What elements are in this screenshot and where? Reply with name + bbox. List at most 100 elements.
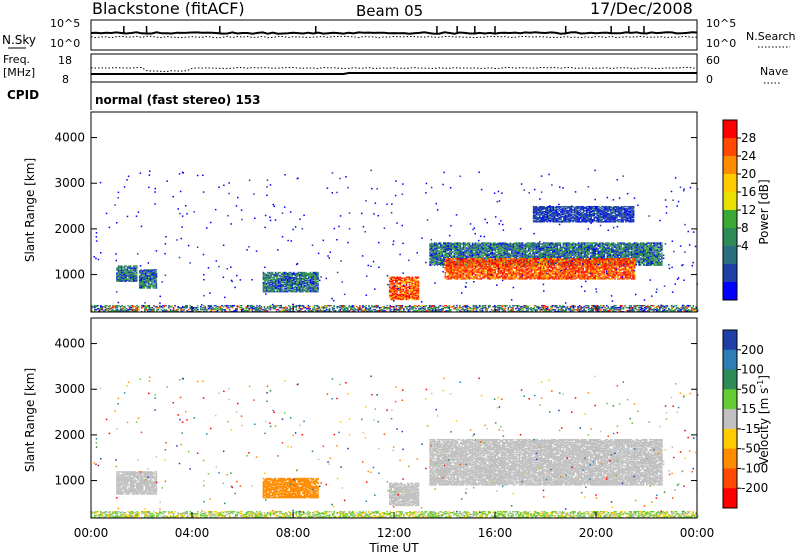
power-cell bbox=[568, 254, 571, 256]
power-cell bbox=[639, 251, 642, 253]
power-cell bbox=[502, 268, 504, 270]
power-cell bbox=[618, 243, 621, 245]
power-cell bbox=[512, 247, 515, 249]
power-cell bbox=[146, 278, 149, 280]
power-cell bbox=[288, 280, 290, 283]
power-cell bbox=[505, 250, 507, 252]
power-cell bbox=[591, 243, 593, 245]
power-cell bbox=[559, 254, 562, 256]
power-cell bbox=[539, 256, 542, 258]
power-cell bbox=[467, 251, 469, 253]
power-cell bbox=[417, 291, 420, 294]
power-cell bbox=[401, 279, 403, 282]
power-cell bbox=[523, 244, 525, 246]
power-cell bbox=[483, 259, 486, 261]
power-cell bbox=[438, 246, 440, 248]
power-cell bbox=[508, 248, 510, 250]
power-cell bbox=[302, 281, 304, 284]
power-cell bbox=[621, 253, 624, 255]
power-cell bbox=[641, 258, 643, 260]
power-cell bbox=[550, 256, 553, 258]
power-cell bbox=[573, 242, 575, 244]
power-cell bbox=[309, 290, 312, 293]
power-cell bbox=[152, 269, 155, 271]
power-cell bbox=[311, 280, 313, 283]
power-cell bbox=[262, 289, 265, 292]
power-cell bbox=[496, 266, 498, 268]
power-cell bbox=[294, 290, 297, 293]
power-cell bbox=[502, 266, 504, 268]
power-cell bbox=[502, 262, 504, 264]
power-cell bbox=[579, 245, 581, 247]
power-cell bbox=[134, 274, 136, 276]
power-cell bbox=[436, 262, 439, 264]
power-cell bbox=[464, 243, 466, 245]
power-cell bbox=[271, 280, 274, 283]
power-cell bbox=[456, 251, 459, 253]
power-cell bbox=[555, 243, 557, 245]
power-cell bbox=[138, 279, 141, 281]
power-cell bbox=[146, 281, 149, 283]
power-cell bbox=[126, 266, 129, 268]
power-cell bbox=[302, 283, 304, 286]
power-cell bbox=[314, 284, 316, 287]
power-cell bbox=[474, 276, 477, 278]
power-cell bbox=[479, 268, 481, 270]
power-cell bbox=[458, 255, 460, 257]
power-cell bbox=[633, 247, 636, 249]
power-cell bbox=[435, 251, 437, 253]
power-cell bbox=[464, 245, 466, 247]
power-cell bbox=[134, 280, 136, 282]
power-cell bbox=[483, 267, 486, 269]
power-cell bbox=[436, 253, 439, 255]
power-cell bbox=[473, 270, 475, 272]
power-cell bbox=[452, 271, 454, 273]
power-cell bbox=[661, 244, 663, 246]
power-cell bbox=[271, 285, 274, 288]
power-cell bbox=[474, 261, 477, 263]
power-cell bbox=[402, 277, 405, 280]
power-cell bbox=[471, 248, 474, 250]
power-cell bbox=[614, 256, 616, 258]
power-cell bbox=[494, 250, 497, 252]
power-cell bbox=[571, 248, 574, 250]
power-cell bbox=[274, 283, 277, 286]
power-cell bbox=[149, 287, 152, 289]
power-cell bbox=[289, 283, 292, 286]
power-cell bbox=[462, 243, 465, 245]
power-cell bbox=[627, 250, 630, 252]
power-cell bbox=[649, 251, 651, 253]
power-cell bbox=[442, 243, 445, 245]
power-cell bbox=[140, 274, 143, 276]
power-cell bbox=[131, 278, 133, 280]
power-cell bbox=[435, 263, 437, 265]
power-cell bbox=[401, 277, 403, 280]
power-cell bbox=[577, 250, 580, 252]
freq-panel: Freq. [MHz] 18 8 60 0 Nave bbox=[3, 53, 788, 86]
power-cell bbox=[617, 251, 619, 253]
power-cell bbox=[268, 289, 271, 292]
power-cell bbox=[311, 275, 313, 278]
power-cell bbox=[521, 242, 524, 244]
power-cell bbox=[314, 273, 316, 276]
power-cell bbox=[314, 287, 316, 290]
power-cell bbox=[530, 244, 533, 246]
power-cell bbox=[151, 277, 153, 279]
power-cell bbox=[417, 294, 420, 297]
power-cell bbox=[489, 242, 492, 244]
power-cell bbox=[132, 265, 135, 267]
power-cell bbox=[541, 245, 543, 247]
power-cell bbox=[464, 251, 466, 253]
power-cell bbox=[588, 247, 590, 249]
power-cell bbox=[585, 250, 587, 252]
power-cell bbox=[633, 252, 636, 254]
power-cell bbox=[503, 259, 506, 261]
power-cell bbox=[399, 280, 402, 283]
power-cell bbox=[559, 247, 562, 249]
power-cell bbox=[132, 269, 135, 271]
power-cell bbox=[449, 252, 451, 254]
power-cell bbox=[470, 247, 472, 249]
power-cell bbox=[268, 277, 271, 280]
power-cell bbox=[449, 277, 451, 279]
power-cell bbox=[467, 271, 469, 273]
